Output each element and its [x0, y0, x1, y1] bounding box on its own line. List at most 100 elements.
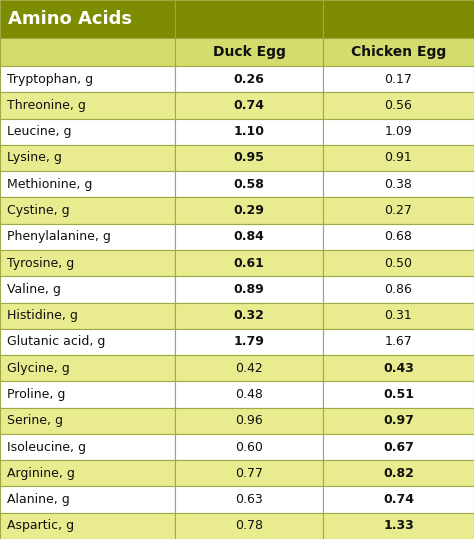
Bar — [0, 66, 175, 92]
Bar — [0, 329, 175, 355]
Text: Serine, g: Serine, g — [7, 414, 63, 427]
Bar — [175, 145, 323, 171]
Bar — [175, 250, 323, 276]
Bar — [175, 434, 323, 460]
Bar — [175, 302, 323, 329]
Bar — [175, 407, 323, 434]
Bar — [323, 381, 474, 407]
Text: Cystine, g: Cystine, g — [7, 204, 70, 217]
Bar — [175, 460, 323, 486]
Text: Methionine, g: Methionine, g — [7, 178, 92, 191]
Bar — [323, 355, 474, 381]
Text: 0.48: 0.48 — [235, 388, 263, 401]
Text: 0.63: 0.63 — [235, 493, 263, 506]
Bar — [175, 0, 323, 38]
Text: Leucine, g: Leucine, g — [7, 125, 72, 138]
Bar — [175, 381, 323, 407]
Text: Proline, g: Proline, g — [7, 388, 65, 401]
Text: Isoleucine, g: Isoleucine, g — [7, 440, 86, 453]
Bar — [323, 0, 474, 38]
Text: Alanine, g: Alanine, g — [7, 493, 70, 506]
Text: 0.91: 0.91 — [384, 151, 412, 164]
Bar — [0, 145, 175, 171]
Bar — [323, 434, 474, 460]
Bar — [323, 224, 474, 250]
Text: 0.89: 0.89 — [234, 283, 264, 296]
Bar — [323, 38, 474, 66]
Bar — [323, 197, 474, 224]
Bar — [175, 329, 323, 355]
Text: Arginine, g: Arginine, g — [7, 467, 75, 480]
Bar — [0, 197, 175, 224]
Text: Chicken Egg: Chicken Egg — [351, 45, 446, 59]
Bar — [323, 329, 474, 355]
Text: 0.51: 0.51 — [383, 388, 414, 401]
Text: Lysine, g: Lysine, g — [7, 151, 62, 164]
Text: Aspartic, g: Aspartic, g — [7, 520, 74, 533]
Bar — [0, 92, 175, 119]
Text: 0.31: 0.31 — [384, 309, 412, 322]
Bar — [323, 92, 474, 119]
Bar — [0, 0, 175, 38]
Text: 0.43: 0.43 — [383, 362, 414, 375]
Bar — [323, 250, 474, 276]
Bar — [0, 381, 175, 407]
Bar — [175, 171, 323, 197]
Bar — [175, 513, 323, 539]
Text: 1.33: 1.33 — [383, 520, 414, 533]
Text: 0.95: 0.95 — [234, 151, 264, 164]
Text: Duck Egg: Duck Egg — [212, 45, 285, 59]
Text: Glutanic acid, g: Glutanic acid, g — [7, 335, 105, 348]
Text: 0.77: 0.77 — [235, 467, 263, 480]
Bar — [323, 302, 474, 329]
Text: 0.56: 0.56 — [384, 99, 412, 112]
Text: 0.67: 0.67 — [383, 440, 414, 453]
Bar — [323, 460, 474, 486]
Bar — [323, 66, 474, 92]
Text: 0.96: 0.96 — [235, 414, 263, 427]
Text: 0.32: 0.32 — [234, 309, 264, 322]
Text: 1.09: 1.09 — [384, 125, 412, 138]
Text: 0.82: 0.82 — [383, 467, 414, 480]
Text: 0.29: 0.29 — [234, 204, 264, 217]
Text: 0.68: 0.68 — [384, 230, 412, 243]
Text: Phenylalanine, g: Phenylalanine, g — [7, 230, 111, 243]
Text: 0.26: 0.26 — [234, 73, 264, 86]
Bar — [323, 486, 474, 513]
Bar — [323, 407, 474, 434]
Text: 0.84: 0.84 — [234, 230, 264, 243]
Bar — [0, 38, 175, 66]
Text: 1.79: 1.79 — [234, 335, 264, 348]
Bar — [175, 355, 323, 381]
Text: Tryptophan, g: Tryptophan, g — [7, 73, 93, 86]
Bar — [323, 171, 474, 197]
Text: 0.27: 0.27 — [384, 204, 412, 217]
Bar — [0, 460, 175, 486]
Bar — [175, 276, 323, 302]
Text: 0.74: 0.74 — [234, 99, 264, 112]
Text: Histidine, g: Histidine, g — [7, 309, 78, 322]
Bar — [0, 171, 175, 197]
Bar — [175, 38, 323, 66]
Bar — [0, 407, 175, 434]
Text: 0.78: 0.78 — [235, 520, 263, 533]
Text: Threonine, g: Threonine, g — [7, 99, 86, 112]
Bar — [175, 119, 323, 145]
Bar — [0, 250, 175, 276]
Text: 0.17: 0.17 — [384, 73, 412, 86]
Text: Tyrosine, g: Tyrosine, g — [7, 257, 74, 270]
Bar — [175, 486, 323, 513]
Bar — [0, 276, 175, 302]
Bar — [0, 513, 175, 539]
Bar — [323, 513, 474, 539]
Bar — [0, 119, 175, 145]
Bar — [175, 66, 323, 92]
Text: Glycine, g: Glycine, g — [7, 362, 70, 375]
Text: 1.10: 1.10 — [234, 125, 264, 138]
Bar — [0, 302, 175, 329]
Text: Amino Acids: Amino Acids — [8, 10, 132, 28]
Bar — [0, 355, 175, 381]
Text: 0.61: 0.61 — [234, 257, 264, 270]
Text: 0.42: 0.42 — [235, 362, 263, 375]
Bar — [323, 145, 474, 171]
